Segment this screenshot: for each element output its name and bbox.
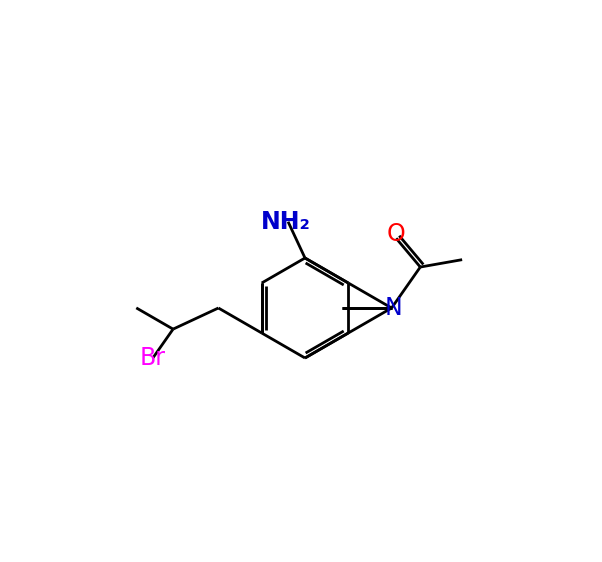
Text: Br: Br [140, 346, 166, 370]
Text: O: O [387, 223, 406, 246]
Text: NH₂: NH₂ [261, 210, 311, 234]
Text: N: N [385, 296, 403, 320]
